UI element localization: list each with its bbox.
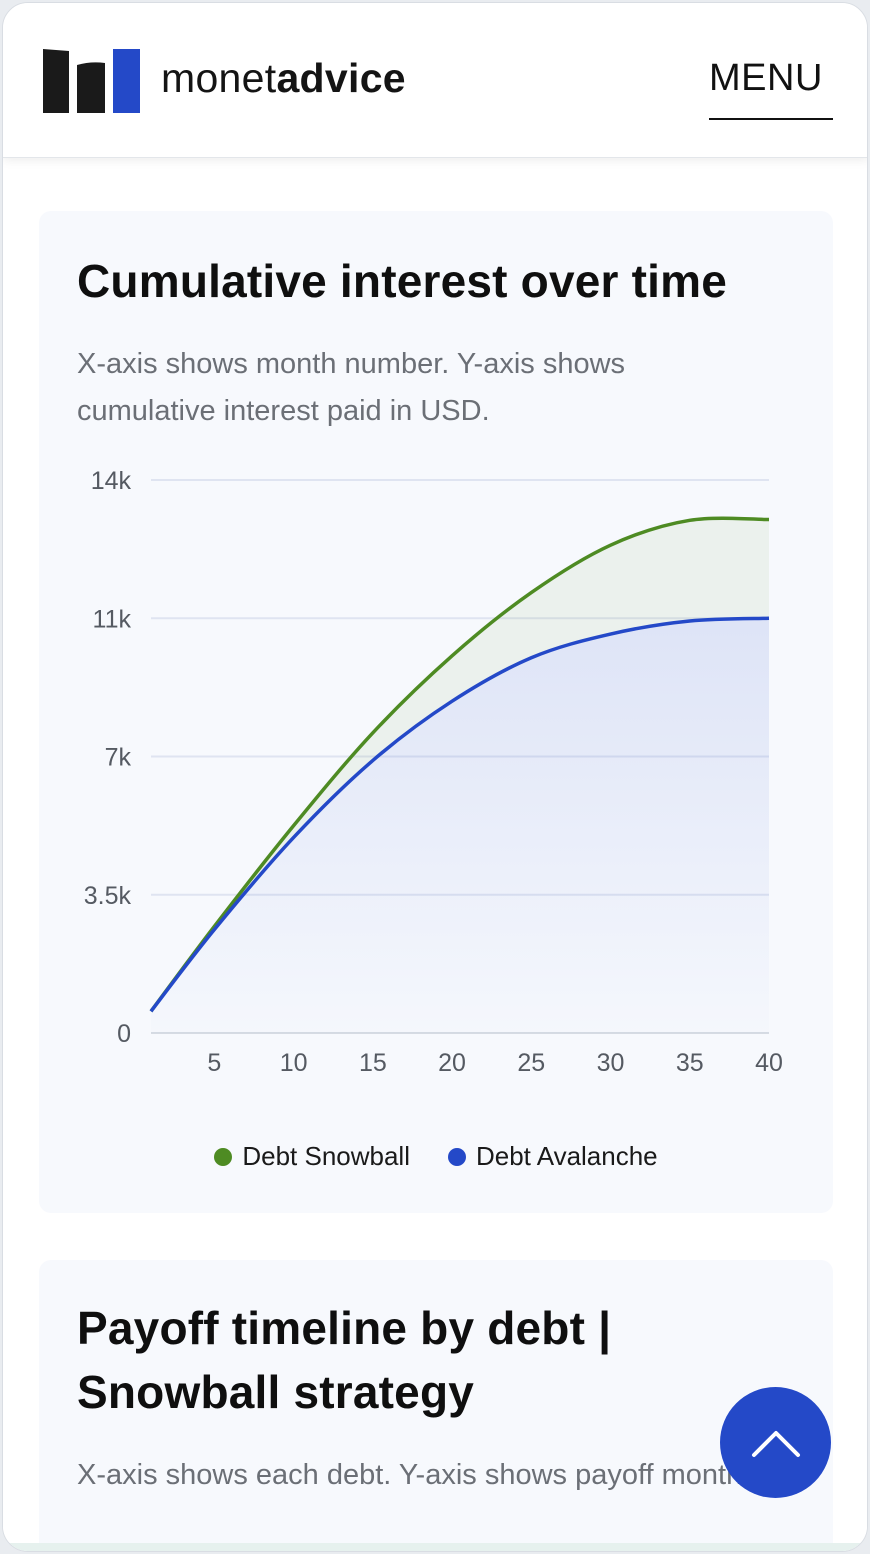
y-tick-label: 3.5k (84, 882, 132, 910)
y-tick-label: 0 (117, 1020, 131, 1048)
x-tick-label: 20 (438, 1049, 466, 1077)
y-tick-label: 11k (93, 605, 132, 633)
site-header: monetadvice MENU (3, 3, 867, 158)
line-debt-avalanche[interactable] (149, 616, 770, 1013)
card-description: X-axis shows each debt. Y-axis shows pay… (77, 1459, 751, 1491)
chart-legend: Debt Snowball Debt Avalanche (39, 1141, 833, 1172)
y-tick-label: 14k (91, 467, 132, 495)
line-debt-snowball[interactable] (149, 516, 770, 1013)
legend-label-snowball: Debt Snowball (242, 1141, 410, 1171)
legend-label-avalanche: Debt Avalanche (475, 1141, 658, 1171)
main-content: Cumulative interest over time X-axis sho… (3, 158, 867, 1551)
legend-dot-avalanche (447, 1147, 466, 1166)
brand-name-bold: advice (276, 55, 406, 101)
x-tick-label: 10 (280, 1049, 308, 1077)
y-tick-label: 7k (105, 744, 132, 772)
x-tick-label: 40 (755, 1049, 783, 1077)
card-title: Cumulative interest over time (77, 255, 728, 307)
x-tick-label: 35 (676, 1049, 704, 1077)
payoff-timeline-card: Payoff timeline by debt | Snowball strat… (39, 1260, 833, 1551)
bottom-strip (3, 1543, 867, 1551)
legend-item-avalanche[interactable]: Debt Avalanche (447, 1141, 658, 1172)
card-description: X-axis shows month number. Y-axis shows … (77, 348, 626, 427)
brand-name[interactable]: monetadvice (161, 55, 406, 102)
brand-name-light: monet (161, 55, 277, 101)
legend-item-snowball[interactable]: Debt Snowball (214, 1141, 410, 1172)
x-tick-label: 30 (597, 1049, 625, 1077)
area-avalanche (151, 618, 769, 1033)
area-snowball (151, 518, 769, 1012)
x-tick-label: 15 (359, 1049, 387, 1077)
legend-dot-snowball (214, 1147, 233, 1166)
cumulative-interest-chart: 0 3.5k 7k 11k 14k 5 10 15 20 25 30 35 40 (84, 467, 783, 1077)
interest-chart-card: Cumulative interest over time X-axis sho… (39, 211, 833, 1213)
x-tick-label: 5 (207, 1049, 221, 1077)
menu-button[interactable]: MENU (709, 57, 833, 120)
logo-icon (43, 49, 140, 113)
card-title: Payoff timeline by debt | Snowball strat… (77, 1302, 612, 1418)
x-tick-label: 25 (517, 1049, 545, 1077)
scroll-to-top-button[interactable] (720, 1387, 831, 1498)
chevron-up-icon (751, 1430, 800, 1457)
